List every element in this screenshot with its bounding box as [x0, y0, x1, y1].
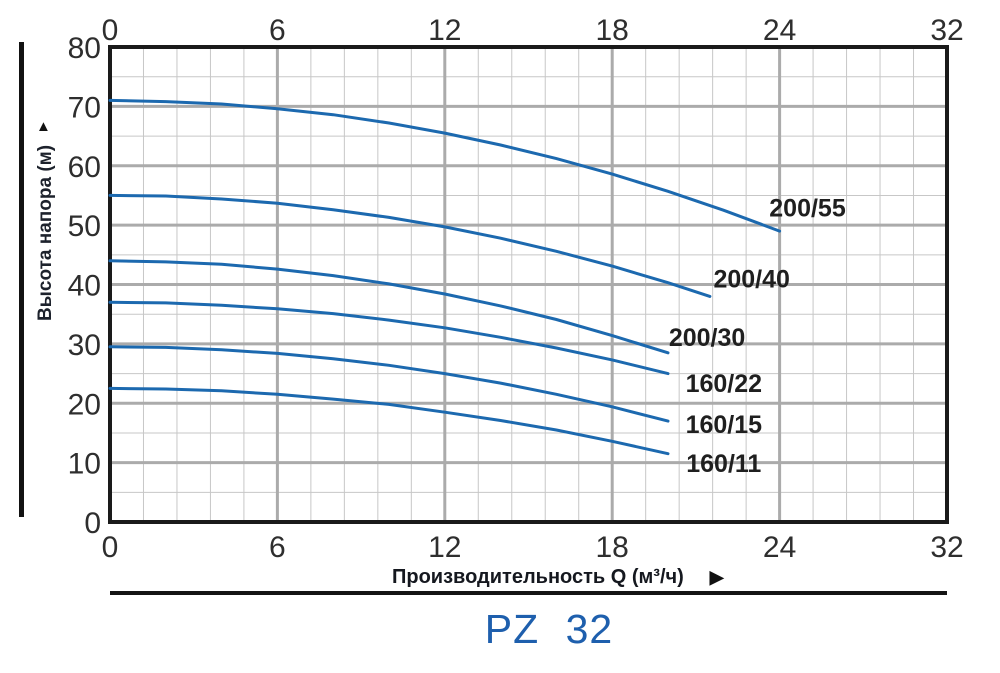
x-tick-label-top: 18 — [596, 14, 629, 47]
y-axis-accent-bar — [19, 42, 24, 517]
x-tick-label-bottom: 12 — [428, 531, 461, 564]
page-title: PZ 32 — [484, 606, 614, 652]
curve-160/22 — [108, 300, 670, 376]
right-arrow-icon: ▶ — [709, 567, 724, 587]
curve-label-160/11: 160/11 — [686, 450, 761, 478]
curve-label-160/22: 160/22 — [686, 370, 762, 398]
x-tick-label-top: 24 — [763, 14, 796, 47]
y-tick-label: 70 — [68, 91, 101, 124]
x-tick-label-top: 0 — [102, 14, 119, 47]
x-axis-title: Производительность Q (м³/ч) ▶ — [392, 565, 724, 589]
pump-curves: 200/55 200/40 200/30 160/22 160/15 160/11 — [108, 98, 846, 478]
curve-label-200/40: 200/40 — [713, 266, 789, 294]
bottom-rule — [110, 591, 947, 595]
x-tick-label-top: 12 — [428, 14, 461, 47]
x-tick-label-bottom: 0 — [102, 531, 119, 564]
y-tick-label: 50 — [68, 210, 101, 243]
curve-160/11 — [108, 386, 670, 456]
x-axis-title-label: Производительность Q (м³/ч) — [392, 566, 684, 588]
y-tick-label: 30 — [68, 329, 101, 362]
curve-label-200/55: 200/55 — [769, 194, 846, 222]
curve-160/15 — [108, 345, 670, 423]
curve-200/30 — [108, 259, 670, 355]
x-tick-label-bottom: 18 — [596, 531, 629, 564]
y-tick-label: 10 — [68, 448, 101, 481]
grid — [110, 47, 947, 522]
y-tick-label: 20 — [68, 388, 101, 421]
x-tick-label-top: 6 — [269, 14, 286, 47]
x-tick-label-bottom: 6 — [269, 531, 286, 564]
x-tick-label-top: 32 — [930, 14, 963, 47]
y-tick-label: 0 — [84, 507, 101, 540]
curve-200/40 — [108, 193, 712, 298]
curve-label-200/30: 200/30 — [669, 324, 745, 352]
curve-label-160/15: 160/15 — [686, 411, 763, 439]
curve-200/55 — [108, 98, 782, 233]
x-tick-label-bottom: 32 — [930, 531, 963, 564]
plot-border — [108, 45, 949, 524]
up-arrow-icon: ▲ — [36, 118, 51, 135]
y-tick-label: 40 — [68, 270, 101, 303]
y-tick-label: 80 — [68, 32, 101, 65]
y-tick-label: 60 — [68, 151, 101, 184]
x-tick-label-bottom: 24 — [763, 531, 796, 564]
